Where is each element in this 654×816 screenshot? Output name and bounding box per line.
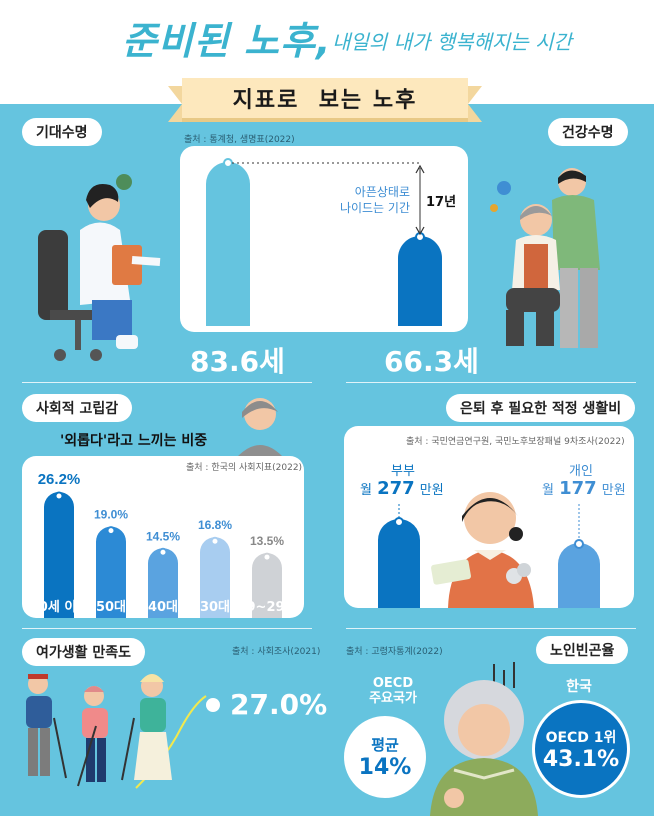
data-label: 26.2%	[38, 471, 81, 488]
bar	[200, 537, 230, 618]
bar-dot	[262, 552, 272, 562]
category-label: 40대	[147, 600, 179, 615]
bar	[44, 492, 74, 618]
couple-label: 부부	[391, 464, 415, 479]
healthy-life-value: 66.3세	[384, 345, 479, 378]
category-label: 30대	[199, 600, 231, 615]
couple-unit: 만원	[419, 483, 444, 498]
gap-arrow-head-down	[415, 226, 425, 236]
divider	[22, 382, 312, 383]
section-ribbon: 지표로 보는 노후	[168, 78, 482, 124]
isolation-source: 출처 : 한국의 사회지표(2022)	[186, 463, 303, 473]
data-label: 14.5%	[146, 529, 180, 543]
worried-elder-illustration	[430, 662, 538, 816]
korea-rate-circle: OECD 1위 43.1%	[532, 700, 630, 798]
elderly-woman-illustration	[238, 398, 282, 456]
single-bar	[558, 543, 600, 608]
bar-dot	[106, 526, 116, 536]
page-title: 준비된 노후,	[122, 19, 332, 63]
korea-title: 한국	[566, 679, 592, 695]
couple-amount: 277	[377, 478, 415, 499]
life-expectancy-dot	[223, 158, 233, 168]
bar	[252, 553, 282, 618]
sick-period-annotation: 아픈상태로 나이드는 기간	[339, 185, 410, 215]
coin-icon	[517, 563, 531, 577]
oecd-average-circle: 평균 14%	[344, 716, 426, 798]
oecd-average-value: 14%	[358, 755, 412, 780]
data-label: 19.0%	[94, 508, 128, 522]
data-label: 16.8%	[198, 518, 232, 532]
page-subtitle: 내일의 내가 행복해지는 시간	[332, 30, 572, 54]
divider	[346, 628, 636, 629]
single-label: 개인	[569, 464, 593, 479]
golfers-illustration	[26, 674, 207, 789]
couple-bar	[378, 519, 420, 608]
divider	[346, 382, 636, 383]
bar	[96, 526, 126, 618]
couple-prefix: 월	[360, 483, 372, 498]
living-cost-source: 출처 : 국민연금연구원, 국민노후보장패널 9차조사(2022)	[406, 437, 625, 447]
gap-arrow-head-up	[415, 164, 425, 174]
healthy-life-label: 건강수명	[548, 118, 628, 146]
isolation-subtitle: '외롭다'라고 느끼는 비중	[60, 433, 208, 449]
isolation-label: 사회적 고립감	[22, 394, 133, 422]
life-expectancy-label: 기대수명	[22, 118, 102, 146]
single-unit: 만원	[601, 483, 626, 498]
living-cost-chart	[378, 492, 600, 608]
single-amount: 177	[559, 478, 597, 499]
bar	[148, 548, 178, 618]
korea-rank-label: OECD 1위	[545, 729, 617, 746]
category-label: 60세 이상	[29, 600, 89, 615]
oecd-title: OECD 주요국가	[369, 676, 417, 706]
leisure-source: 출처 : 사회조사(2021)	[232, 647, 321, 657]
category-label: 50대	[95, 600, 127, 615]
leisure-label: 여가생활 만족도	[22, 638, 146, 666]
isolation-bar-chart: 26.2% 19.0% 14.5% 16.8% 13.5%	[38, 471, 284, 618]
money-icon	[431, 559, 471, 585]
single-dot	[574, 539, 584, 549]
leisure-ball-icon	[206, 698, 220, 712]
poverty-label: 노인빈곤율	[536, 636, 629, 664]
oecd-average-label: 평균	[371, 736, 399, 754]
life-expectancy-chart	[206, 158, 442, 326]
life-expectancy-source: 출처 : 통계청, 생명표(2022)	[184, 135, 295, 145]
ribbon-title: 지표로 보는 노후	[182, 78, 468, 122]
poverty-source: 출처 : 고령자통계(2022)	[346, 647, 443, 657]
woman-body	[448, 550, 534, 608]
bar-dot	[54, 491, 64, 501]
data-label: 13.5%	[250, 534, 284, 548]
korea-rate-value: 43.1%	[542, 746, 620, 772]
ribbon-tail-left	[168, 86, 182, 122]
bar-dot	[210, 536, 220, 546]
single-prefix: 월	[542, 483, 554, 498]
healthy-life-bar	[398, 236, 442, 326]
woman-face	[464, 492, 516, 544]
woman-hair	[462, 498, 518, 522]
living-cost-label: 은퇴 후 필요한 적정 생활비	[446, 394, 636, 422]
ribbon-tail-right	[468, 86, 482, 122]
elderly-couple-illustration	[490, 168, 600, 348]
couple-dot	[394, 517, 404, 527]
bar-dot	[158, 547, 168, 557]
life-expectancy-bar	[206, 162, 250, 326]
gap-years: 17년	[426, 195, 457, 210]
doctor-illustration	[38, 174, 161, 361]
divider	[22, 628, 312, 629]
leisure-value: 27.0%	[230, 688, 328, 721]
category-label: 19~29세	[237, 600, 297, 615]
life-expectancy-value: 83.6세	[190, 345, 285, 378]
couple-amount-row: 월 277 만원	[360, 478, 444, 499]
single-amount-row: 월 177 만원	[542, 478, 626, 499]
